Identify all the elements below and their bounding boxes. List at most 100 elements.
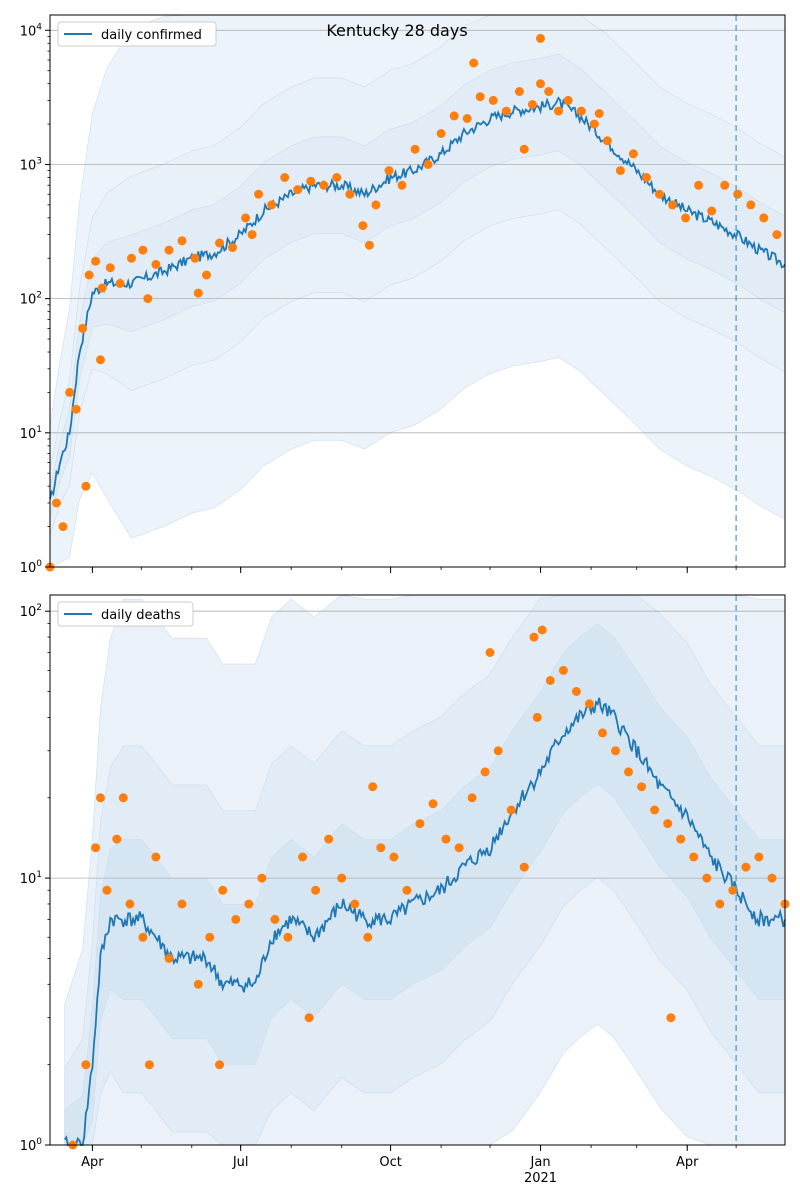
data-point [506,805,516,815]
data-point [138,245,148,255]
data-point [58,522,68,532]
data-point [254,189,264,199]
legend: daily deaths [57,601,194,627]
data-point [720,180,730,190]
data-point [576,106,586,116]
data-point [143,294,153,304]
data-point [493,746,503,756]
data-point [554,106,563,116]
data-point [637,782,647,792]
data-point [215,238,224,248]
y-tick-label: 101 [20,425,42,442]
legend: daily confirmed [57,21,217,47]
data-point [358,221,368,231]
data-point [115,278,125,288]
data-point [65,387,75,397]
data-point [529,632,539,642]
data-point [293,185,303,195]
data-point [96,793,105,803]
data-point [218,885,228,895]
data-point [97,283,107,293]
data-point [519,862,529,872]
data-point [193,288,203,298]
data-point [350,899,360,909]
data-point [298,852,308,862]
data-point [280,173,290,182]
data-point [244,899,254,909]
data-point [306,176,316,186]
data-point [666,1013,676,1023]
data-point [536,33,545,43]
data-point [257,873,267,883]
data-point [304,1013,314,1023]
x-tick-label: Jan [530,1155,551,1170]
data-point [376,843,386,853]
data-point [389,852,399,862]
data-point [537,625,547,635]
data-point [402,885,412,895]
x-tick-label: Apr [676,1155,699,1170]
data-point [215,1060,224,1070]
data-point [324,834,334,844]
y-axis: 100 101 102 [20,603,50,1154]
data-point [584,699,594,709]
data-point [151,259,161,269]
data-point [527,100,537,109]
data-point [81,481,91,491]
data-point [519,144,529,154]
y-tick-label: 102 [20,291,42,308]
data-point [615,166,625,176]
series-line [63,697,786,1147]
data-point [642,173,651,182]
y-tick-label: 100 [20,1137,43,1154]
data-point [681,213,691,223]
data-point [368,782,378,792]
data-point [410,144,420,154]
data-point [228,243,237,253]
data-point [144,1060,154,1070]
y-tick-label: 101 [20,870,42,887]
data-point [164,953,174,963]
data-point [428,799,438,809]
x-axis [91,567,737,573]
x-tick-label: Jul [232,1155,249,1170]
confidence-bands [49,14,786,568]
data-point [397,180,407,190]
chart-title: Kentucky 28 days [326,21,467,40]
data-point [177,899,187,909]
y-tick-label: 103 [20,156,42,173]
data-point [193,979,203,989]
data-point [611,746,620,756]
y-axis: 100 101 102 103 104 [20,22,50,576]
x-axis: Apr Jul Oct Jan Apr [81,1145,737,1170]
data-point [694,180,704,190]
data-point [454,843,464,853]
data-point [655,189,664,199]
data-point [746,200,756,210]
data-point [689,852,699,862]
data-point [469,58,479,68]
data-point [707,206,717,216]
data-point [81,1060,91,1070]
data-point [337,873,347,883]
data-point [319,180,329,190]
data-point [702,873,712,883]
data-point [628,149,638,159]
data-point [112,834,122,844]
data-point [650,805,660,815]
data-point [488,95,498,105]
data-point [558,665,568,675]
data-point [84,270,94,280]
data-point [728,885,738,895]
data-point [267,200,277,210]
data-point [71,404,81,414]
mean-line [63,697,786,1147]
data-point [668,200,677,210]
data-point [663,819,673,829]
data-point [759,213,769,223]
data-point [589,119,599,129]
data-point [545,676,555,685]
legend-box [57,21,217,47]
data-point [96,355,105,365]
